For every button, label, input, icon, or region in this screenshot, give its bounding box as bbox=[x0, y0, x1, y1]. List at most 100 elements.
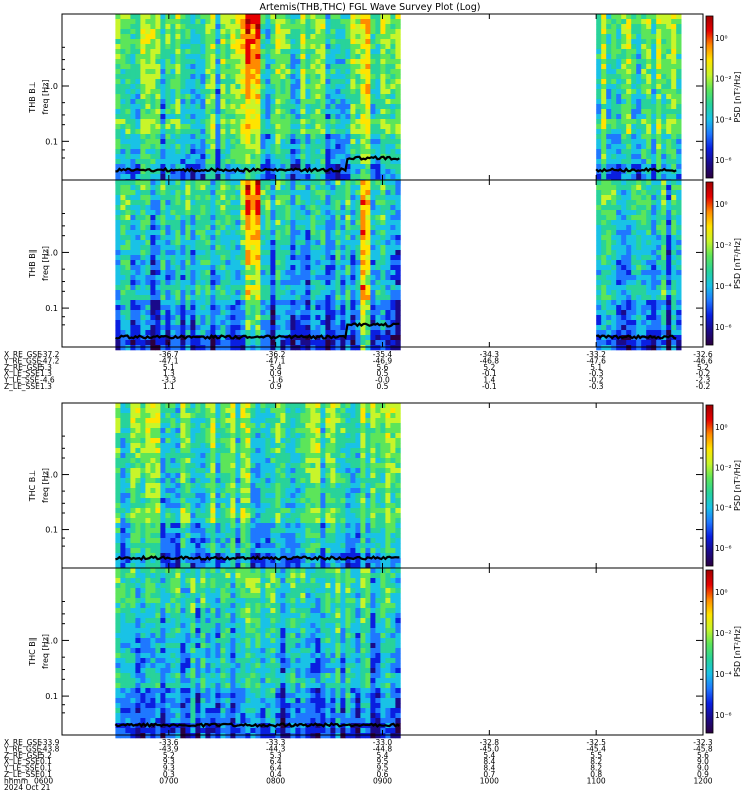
ephem-row-label: X_RE_GSE bbox=[4, 350, 42, 359]
ephem-row-label: Y_RE_GSE bbox=[3, 356, 42, 365]
ephem-value: -0.2 bbox=[696, 369, 711, 378]
colorbar-tick-label: 10⁻⁴ bbox=[715, 282, 732, 291]
colorbar-label: PSD [nT²/Hz] bbox=[733, 626, 742, 677]
ephem-value: 5.2 bbox=[483, 363, 495, 372]
time-tick-label: 1000 bbox=[480, 776, 499, 785]
ephem-value: 5.6 bbox=[377, 363, 389, 372]
colorbar-label: PSD [nT²/Hz] bbox=[733, 238, 742, 289]
ephem-value: 9.5 bbox=[377, 764, 389, 773]
fce-overlay-line bbox=[115, 321, 677, 341]
ephem-value: -3.3 bbox=[162, 376, 177, 385]
time-tick-label: 1200 bbox=[693, 776, 712, 785]
colorbar-label: PSD [nT²/Hz] bbox=[733, 460, 742, 511]
ephem-value: -2.3 bbox=[696, 376, 711, 385]
ephem-value: 5.2 bbox=[163, 751, 175, 760]
ephem-value: 0.5 bbox=[377, 382, 389, 391]
colorbar-label: PSD [nT²/Hz] bbox=[733, 72, 742, 123]
ephem-value: 1.3 bbox=[163, 369, 175, 378]
ephem-first-value: -33.9 bbox=[40, 738, 60, 747]
ephem-first-value: 5.3 bbox=[40, 363, 52, 372]
ephem-value: -44.8 bbox=[373, 744, 393, 753]
overlay-line-segment bbox=[115, 155, 400, 174]
ytick-label: 0.1 bbox=[45, 304, 58, 313]
ephem-row-label: Z_RE_GSE bbox=[4, 751, 42, 760]
ephem-value: 8.4 bbox=[483, 757, 495, 766]
panel-thb-par: 1.0 0.1 THB B∥ freq [Hz] 10⁰ 10⁻² 10⁻⁴ 10⁻⁶ PSD … bbox=[28, 179, 742, 351]
ephem-value: 5.2 bbox=[697, 363, 709, 372]
ephem-value: 0.9 bbox=[270, 369, 282, 378]
ephem-row-label: X_RE_GSE bbox=[4, 738, 42, 747]
ephem-value: -46.8 bbox=[480, 356, 500, 365]
figure-title: Artemis(THB,THC) FGL Wave Survey Plot (L… bbox=[260, 2, 481, 13]
ytick-label: 1.0 bbox=[45, 471, 58, 480]
ephem-value: -46.9 bbox=[373, 356, 393, 365]
time-tick-label: 0800 bbox=[266, 776, 285, 785]
ephem-value: 5.5 bbox=[590, 751, 602, 760]
ephem-row-label: Z_LE_SSE bbox=[4, 770, 40, 779]
ephem-value: 5.1 bbox=[163, 363, 175, 372]
ephem-value: -45.4 bbox=[586, 744, 606, 753]
ephem-row-label: Y_LE_SSE bbox=[3, 764, 40, 773]
date-label: 2024 Oct 21 bbox=[4, 783, 51, 792]
spectrogram bbox=[115, 403, 401, 569]
ephem-first-value: -37.2 bbox=[40, 350, 60, 359]
ephem-value: -0.2 bbox=[589, 376, 604, 385]
fce-overlay-line bbox=[115, 554, 400, 562]
ephem-value: 9.5 bbox=[377, 757, 389, 766]
colorbar-tick-label: 10⁻⁴ bbox=[715, 504, 732, 513]
time-tick-label: 0600 bbox=[34, 776, 53, 785]
ephem-value: -0.1 bbox=[482, 369, 497, 378]
ephem-value: 0.9 bbox=[270, 382, 282, 391]
ephem-value: 0.5 bbox=[377, 369, 389, 378]
ephem-value: -32.5 bbox=[586, 738, 606, 747]
ephem-value: -34.3 bbox=[480, 350, 500, 359]
ephem-value: -36.2 bbox=[266, 350, 286, 359]
fce-overlay-line bbox=[115, 155, 677, 174]
ephem-value: 5.6 bbox=[697, 751, 709, 760]
colorbar-tick-label: 10⁻⁶ bbox=[715, 544, 732, 553]
ephemeris-thb: X_RE_GSE-37.2 -36.7 -36.2 -35.4 -34.3 -33.2 -3… bbox=[3, 350, 713, 391]
ylabel-probe: THC B∥ bbox=[28, 637, 37, 667]
ephem-value: 5.4 bbox=[483, 751, 495, 760]
colorbar-tick-label: 10⁻² bbox=[715, 463, 732, 472]
colorbar-tick-label: 10⁻⁴ bbox=[715, 115, 732, 124]
ephem-value: 5.4 bbox=[377, 751, 389, 760]
ylabel-freq: freq [Hz] bbox=[41, 80, 50, 115]
ephem-row-label: X_LE_SSE bbox=[4, 369, 40, 378]
ephem-value: 0.9 bbox=[697, 770, 709, 779]
ephem-value: 0.7 bbox=[483, 770, 495, 779]
ephem-value: 1.4 bbox=[483, 376, 495, 385]
ephem-value: -33.6 bbox=[159, 738, 179, 747]
colorbar-tick-label: 10⁻⁴ bbox=[715, 670, 732, 679]
ephem-first-value: -4.6 bbox=[40, 376, 55, 385]
ephem-value: 1.1 bbox=[163, 382, 175, 391]
ephemeris-tables: X_RE_GSE-37.2 -36.7 -36.2 -35.4 -34.3 -33.2 -3… bbox=[3, 350, 713, 792]
ephem-value: -45.0 bbox=[480, 744, 500, 753]
panel-thb-perp: 1.0 0.1 THB B⊥ freq [Hz] 10⁰ 10⁻² 10⁻⁴ 10⁻⁶ PSD … bbox=[28, 13, 742, 185]
colorbar: 10⁰ 10⁻² 10⁻⁴ 10⁻⁶ PSD [nT²/Hz] bbox=[705, 569, 742, 734]
ephem-value: 8.4 bbox=[483, 764, 495, 773]
ephem-value: 0.3 bbox=[163, 770, 175, 779]
ephem-first-value: 0.1 bbox=[40, 770, 52, 779]
overlay-line-segment bbox=[115, 321, 400, 340]
ephem-first-value: 0.1 bbox=[40, 757, 52, 766]
ephemeris-thc: X_RE_GSE-33.9 -33.6 -33.3 -33.0 -32.8 -32.5 -3… bbox=[3, 738, 713, 792]
colorbar-tick-label: 10⁰ bbox=[715, 423, 728, 432]
ephem-value: 0.8 bbox=[590, 770, 602, 779]
ephem-value: -47.6 bbox=[586, 356, 606, 365]
ephem-value: 0.4 bbox=[270, 770, 282, 779]
ephem-value: -32.8 bbox=[480, 738, 500, 747]
ephem-value: -47.1 bbox=[159, 356, 179, 365]
ephem-value: 8.2 bbox=[590, 764, 602, 773]
ephem-value: -0.3 bbox=[589, 369, 604, 378]
ephem-first-value: 1.3 bbox=[40, 369, 52, 378]
ylabel-freq: freq [Hz] bbox=[41, 634, 50, 669]
ephem-value: -35.4 bbox=[373, 350, 393, 359]
ephem-value: -0.0 bbox=[375, 376, 390, 385]
ephem-value: 9.3 bbox=[163, 764, 175, 773]
ephem-value: 5.4 bbox=[270, 363, 282, 372]
ylabel-freq: freq [Hz] bbox=[41, 468, 50, 503]
overlay-line-segment bbox=[595, 167, 677, 173]
ytick-label: 1.0 bbox=[45, 82, 58, 91]
